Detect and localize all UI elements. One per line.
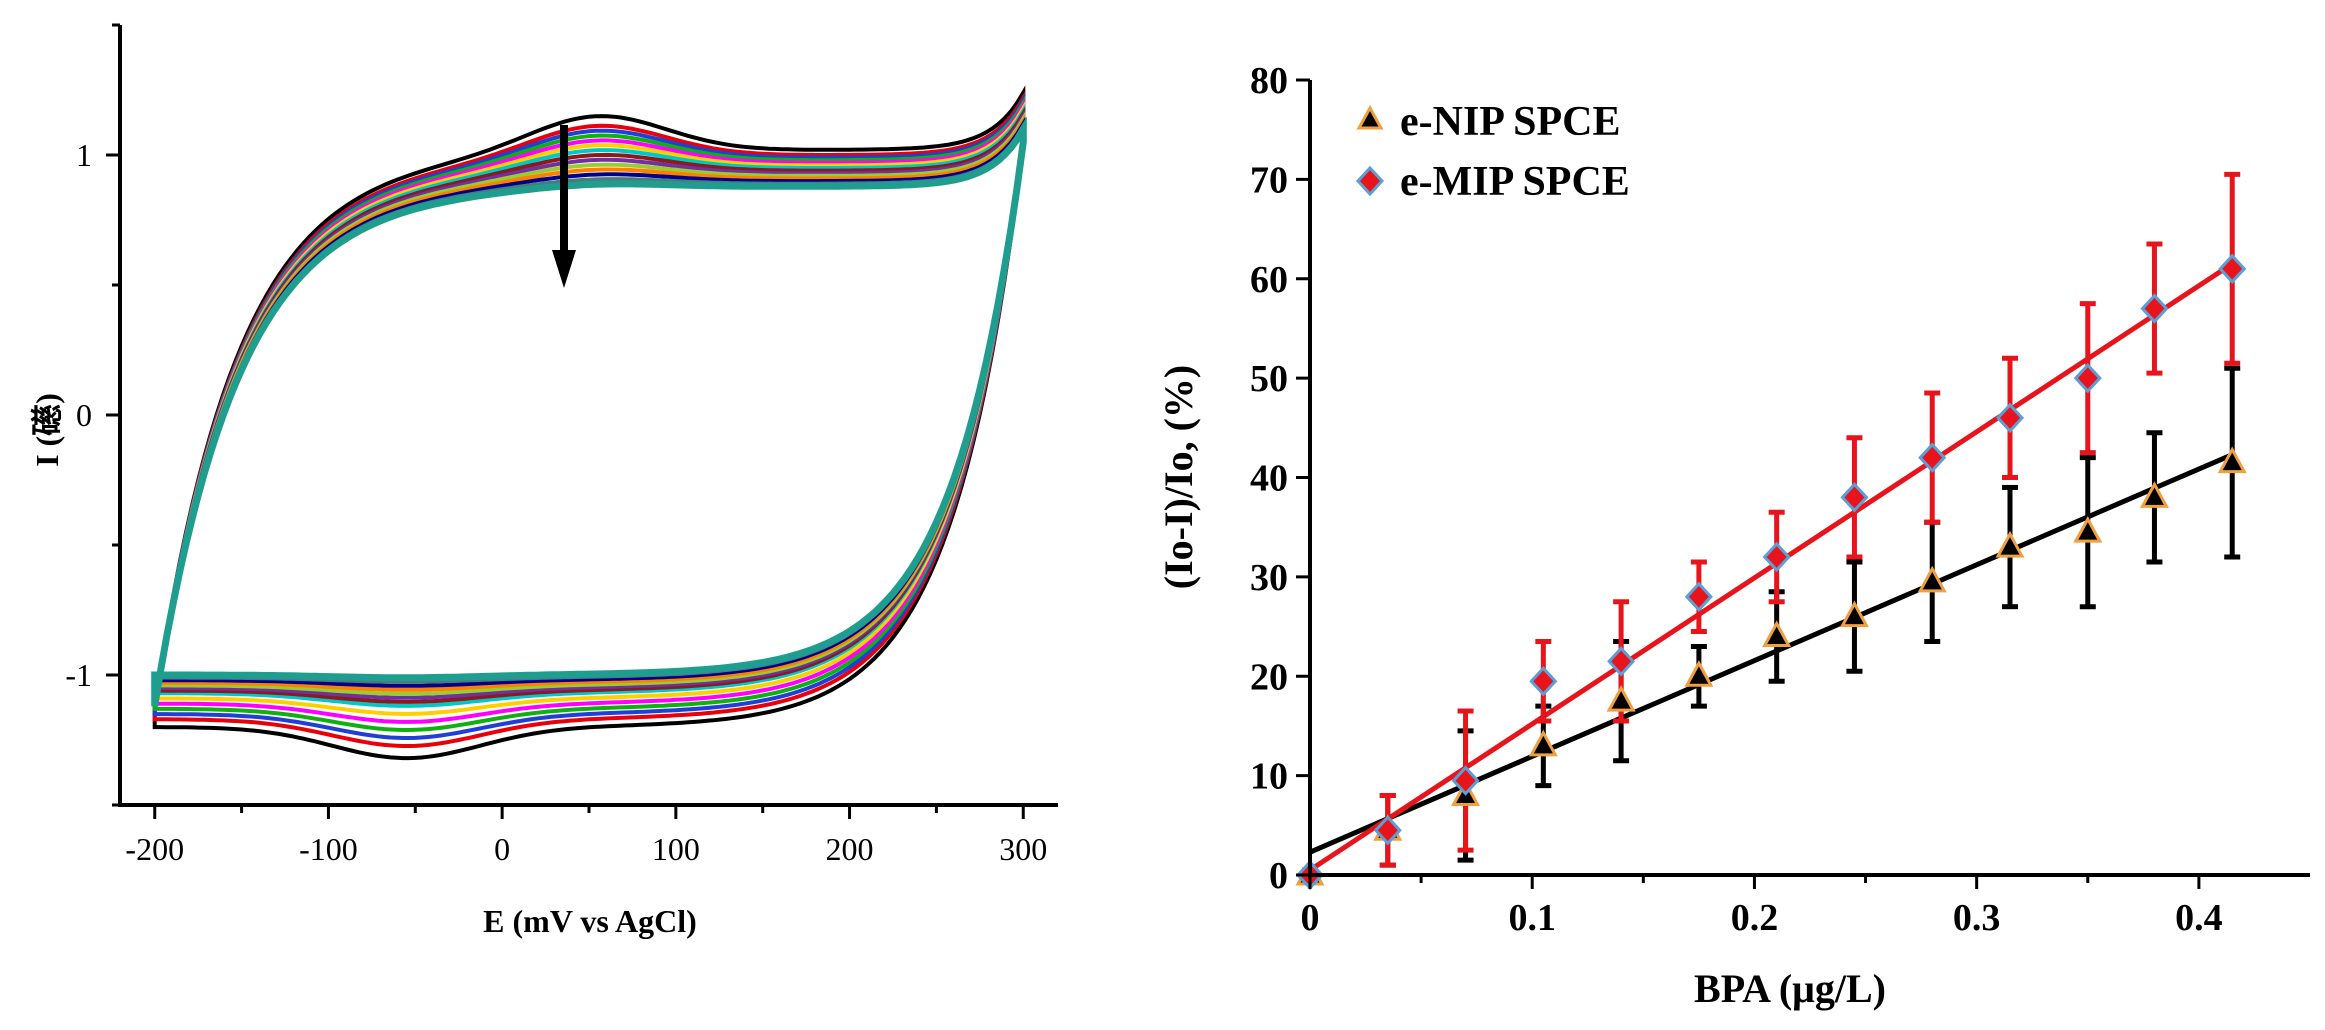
bpa-x-axis-label: BPA (μg/L) bbox=[1694, 966, 1886, 1011]
bpa-nip-point bbox=[2217, 446, 2247, 474]
cv-scan-curve bbox=[152, 85, 1026, 761]
bpa-x-tick-label: 0.2 bbox=[1731, 897, 1779, 939]
bpa-x-tick-label: 0.3 bbox=[1953, 897, 2001, 939]
bpa-nip-point bbox=[1917, 565, 1947, 593]
legend-nip-label: e-NIP SPCE bbox=[1400, 99, 1621, 145]
bpa-y-tick-label: 70 bbox=[1250, 159, 1288, 201]
bpa-mip-point bbox=[1373, 815, 1402, 846]
cv-x-tick-label: 300 bbox=[999, 831, 1047, 867]
bpa-nip-point bbox=[1528, 729, 1558, 757]
cv-y-tick-label: -1 bbox=[65, 657, 92, 693]
bpa-nip-point bbox=[1762, 620, 1792, 647]
cv-x-ticks: -200 -100 0 100 200 300 bbox=[125, 805, 1047, 867]
bpa-y-tick-label: 40 bbox=[1250, 458, 1288, 500]
bpa-mip-point bbox=[1762, 541, 1791, 573]
bpa-mip-point bbox=[1995, 402, 2025, 434]
bpa-nip-point bbox=[1839, 600, 1869, 628]
cv-y-tick-label: 0 bbox=[76, 397, 92, 433]
bpa-nip-point bbox=[1606, 684, 1636, 712]
cv-x-tick-label: 0 bbox=[494, 831, 510, 867]
bpa-nip-point bbox=[2139, 481, 2169, 508]
bpa-legend: e-NIP SPCE e-MIP SPCE bbox=[1355, 99, 1630, 205]
bpa-y-tick-label: 30 bbox=[1250, 557, 1288, 599]
bpa-mip-point bbox=[1451, 765, 1480, 796]
bpa-nip-point bbox=[1684, 660, 1714, 687]
legend-mip-marker bbox=[1355, 165, 1385, 197]
bpa-y-ticks: 0 10 20 30 40 50 60 70 80 bbox=[1250, 60, 1310, 897]
bpa-y-tick-label: 0 bbox=[1269, 855, 1288, 897]
cv-x-tick-label: 100 bbox=[652, 831, 700, 867]
bpa-chart: 0 0.1 0.2 0.3 0.4 0 10 20 30 40 50 60 70 80 e-NIP SP… bbox=[1156, 60, 2310, 1011]
cv-x-tick-label: 200 bbox=[826, 831, 874, 867]
bpa-fit-lines bbox=[1308, 261, 2234, 873]
bpa-y-tick-label: 50 bbox=[1250, 358, 1288, 400]
bpa-markers bbox=[1295, 253, 2247, 891]
bpa-x-ticks: 0 0.1 0.2 0.3 0.4 bbox=[1301, 875, 2223, 939]
cv-scan-curve bbox=[152, 93, 1026, 740]
bpa-nip-point bbox=[2073, 516, 2103, 543]
cv-y-axis-label: I (礠) bbox=[29, 393, 65, 467]
bpa-x-tick-label: 0.1 bbox=[1508, 897, 1556, 939]
bpa-x-tick-label: 0.4 bbox=[2175, 897, 2223, 939]
bpa-y-tick-label: 60 bbox=[1250, 259, 1288, 301]
bpa-x-tick-label: 0 bbox=[1301, 897, 1320, 939]
cv-chart: -200 -100 0 100 200 300 -1 0 1 E (mV vs AgCl) I… bbox=[29, 23, 1058, 939]
cv-curves bbox=[151, 85, 1027, 761]
bpa-mip-point bbox=[2073, 362, 2102, 394]
bpa-y-tick-label: 80 bbox=[1250, 60, 1288, 102]
bpa-y-tick-label: 10 bbox=[1250, 756, 1288, 798]
cv-scan-curve bbox=[151, 116, 1027, 707]
bpa-mip-point bbox=[1529, 666, 1558, 697]
bpa-fit-line bbox=[1308, 261, 2234, 873]
bpa-error-bars bbox=[1302, 171, 2241, 883]
cv-x-tick-label: -200 bbox=[125, 831, 184, 867]
bpa-mip-point bbox=[1684, 581, 1713, 612]
bpa-y-axis-label: (Io-I)/Io, (%) bbox=[1156, 365, 1201, 589]
bpa-mip-point bbox=[1918, 442, 1947, 473]
bpa-mip-point bbox=[2140, 293, 2169, 324]
legend-nip-marker bbox=[1356, 104, 1384, 130]
cv-arrow bbox=[552, 125, 576, 288]
bpa-nip-point bbox=[1995, 530, 2025, 558]
cv-y-ticks: -1 0 1 bbox=[65, 23, 120, 807]
cv-scan-curve bbox=[152, 90, 1026, 748]
bpa-mip-point bbox=[2218, 253, 2247, 285]
bpa-y-tick-label: 20 bbox=[1250, 656, 1288, 698]
legend-mip-label: e-MIP SPCE bbox=[1400, 159, 1630, 205]
bpa-mip-point bbox=[1840, 482, 1869, 513]
cv-x-tick-label: -100 bbox=[299, 831, 358, 867]
cv-y-tick-label: 1 bbox=[76, 137, 92, 173]
bpa-mip-point bbox=[1607, 646, 1636, 677]
cv-x-axis-label: E (mV vs AgCl) bbox=[483, 903, 697, 939]
